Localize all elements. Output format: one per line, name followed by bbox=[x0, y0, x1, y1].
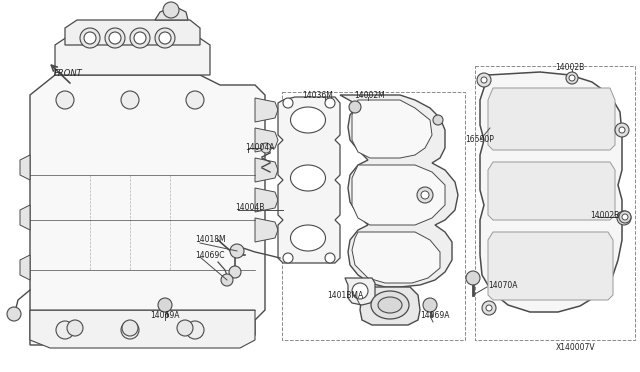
Circle shape bbox=[621, 215, 627, 221]
Circle shape bbox=[121, 91, 139, 109]
Polygon shape bbox=[255, 128, 278, 152]
Circle shape bbox=[349, 101, 361, 113]
Circle shape bbox=[230, 244, 244, 258]
Circle shape bbox=[417, 187, 433, 203]
Polygon shape bbox=[488, 162, 615, 220]
Circle shape bbox=[105, 28, 125, 48]
Text: 14018M: 14018M bbox=[195, 235, 226, 244]
Circle shape bbox=[159, 32, 171, 44]
Circle shape bbox=[56, 91, 74, 109]
Ellipse shape bbox=[378, 297, 402, 313]
Ellipse shape bbox=[291, 225, 326, 251]
Text: 14002B: 14002B bbox=[590, 211, 620, 219]
Polygon shape bbox=[30, 75, 265, 345]
Ellipse shape bbox=[291, 107, 326, 133]
Polygon shape bbox=[20, 255, 30, 280]
Circle shape bbox=[109, 32, 121, 44]
Polygon shape bbox=[278, 97, 340, 263]
Circle shape bbox=[186, 91, 204, 109]
Polygon shape bbox=[488, 88, 615, 150]
Polygon shape bbox=[255, 98, 278, 122]
Circle shape bbox=[619, 127, 625, 133]
Circle shape bbox=[423, 298, 437, 312]
Text: 14069A: 14069A bbox=[420, 311, 450, 320]
Text: 14069A: 14069A bbox=[150, 311, 180, 320]
Circle shape bbox=[325, 98, 335, 108]
Circle shape bbox=[433, 115, 443, 125]
Circle shape bbox=[163, 2, 179, 18]
Circle shape bbox=[481, 77, 487, 83]
Text: X140007V: X140007V bbox=[556, 343, 595, 353]
Circle shape bbox=[486, 305, 492, 311]
Ellipse shape bbox=[371, 291, 409, 319]
Circle shape bbox=[421, 191, 429, 199]
Polygon shape bbox=[480, 72, 622, 312]
Text: 14002B: 14002B bbox=[556, 64, 584, 73]
Text: FRONT: FRONT bbox=[54, 69, 83, 78]
Polygon shape bbox=[65, 20, 200, 45]
Circle shape bbox=[84, 32, 96, 44]
Circle shape bbox=[617, 211, 631, 225]
Polygon shape bbox=[30, 310, 255, 348]
Circle shape bbox=[221, 274, 233, 286]
Circle shape bbox=[158, 298, 172, 312]
Circle shape bbox=[186, 321, 204, 339]
Circle shape bbox=[615, 123, 629, 137]
Polygon shape bbox=[360, 287, 420, 325]
Polygon shape bbox=[255, 218, 278, 242]
Text: 14036M: 14036M bbox=[303, 90, 333, 99]
Text: 16590P: 16590P bbox=[465, 135, 495, 144]
Ellipse shape bbox=[291, 165, 326, 191]
Polygon shape bbox=[55, 35, 210, 75]
Polygon shape bbox=[352, 165, 445, 225]
Circle shape bbox=[121, 321, 139, 339]
Text: 14002M: 14002M bbox=[355, 90, 385, 99]
Circle shape bbox=[134, 32, 146, 44]
Polygon shape bbox=[345, 278, 375, 305]
Polygon shape bbox=[255, 188, 278, 212]
Circle shape bbox=[569, 75, 575, 81]
Circle shape bbox=[325, 253, 335, 263]
Circle shape bbox=[482, 301, 496, 315]
Circle shape bbox=[130, 28, 150, 48]
Polygon shape bbox=[352, 232, 440, 283]
Circle shape bbox=[622, 214, 628, 220]
Text: 1401BMA: 1401BMA bbox=[327, 291, 363, 299]
Circle shape bbox=[477, 73, 491, 87]
Circle shape bbox=[177, 320, 193, 336]
Polygon shape bbox=[255, 158, 278, 182]
Polygon shape bbox=[155, 8, 188, 20]
Circle shape bbox=[67, 320, 83, 336]
Text: 14004A: 14004A bbox=[245, 144, 275, 153]
Circle shape bbox=[229, 266, 241, 278]
Polygon shape bbox=[488, 232, 613, 300]
Circle shape bbox=[155, 28, 175, 48]
Circle shape bbox=[261, 143, 271, 153]
Polygon shape bbox=[352, 100, 432, 158]
Circle shape bbox=[7, 307, 21, 321]
Circle shape bbox=[283, 253, 293, 263]
Circle shape bbox=[283, 98, 293, 108]
Circle shape bbox=[619, 211, 631, 223]
Polygon shape bbox=[20, 205, 30, 230]
Circle shape bbox=[122, 320, 138, 336]
Circle shape bbox=[566, 72, 578, 84]
Text: 14004B: 14004B bbox=[235, 203, 264, 212]
Polygon shape bbox=[20, 155, 30, 180]
Circle shape bbox=[56, 321, 74, 339]
Polygon shape bbox=[340, 95, 458, 287]
Circle shape bbox=[352, 283, 368, 299]
Circle shape bbox=[80, 28, 100, 48]
Text: 14070A: 14070A bbox=[488, 280, 518, 289]
Text: 14069C: 14069C bbox=[195, 250, 225, 260]
Circle shape bbox=[466, 271, 480, 285]
